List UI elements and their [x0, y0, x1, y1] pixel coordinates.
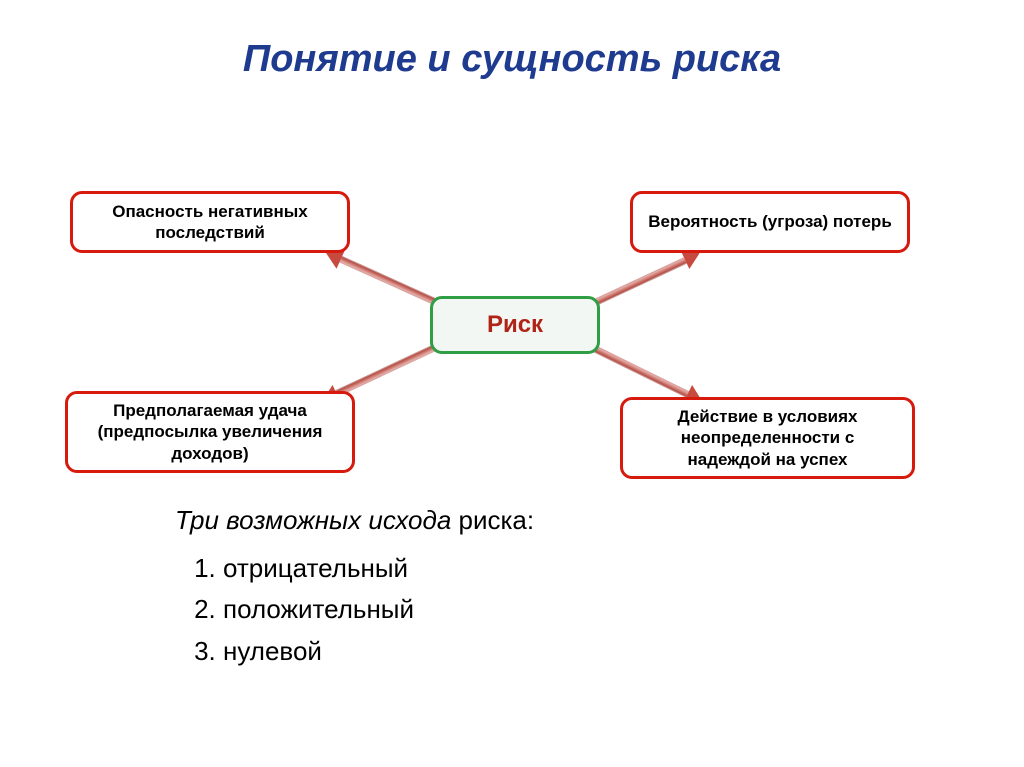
outcome-item: отрицательный	[223, 548, 534, 590]
outer-node-tl: Опасность негативных последствий	[70, 191, 350, 253]
node-label: Действие в условиях неопределенности с н…	[637, 406, 898, 470]
node-label: Предполагаемая удача (предпосылка увелич…	[82, 400, 338, 464]
outcome-item: положительный	[223, 589, 534, 631]
outcome-item: нулевой	[223, 631, 534, 673]
outcomes-heading: Три возможных исхода риска:	[175, 500, 534, 542]
outer-node-br: Действие в условиях неопределенности с н…	[620, 397, 915, 479]
page-title: Понятие и сущность риска	[0, 0, 1024, 81]
risk-diagram: Опасность негативных последствий Вероятно…	[0, 81, 1024, 461]
outcomes-heading-rest: риска:	[451, 505, 534, 535]
center-node: Риск	[430, 296, 600, 354]
node-label: Опасность негативных последствий	[87, 201, 333, 244]
outcomes-list: отрицательныйположительныйнулевой	[175, 548, 534, 673]
outer-node-bl: Предполагаемая удача (предпосылка увелич…	[65, 391, 355, 473]
outcomes-heading-italic: Три возможных исхода	[175, 505, 451, 535]
node-label: Вероятность (угроза) потерь	[648, 211, 892, 232]
node-label: Риск	[487, 310, 543, 340]
outer-node-tr: Вероятность (угроза) потерь	[630, 191, 910, 253]
arrow	[580, 341, 702, 401]
outcomes-section: Три возможных исхода риска: отрицательны…	[175, 500, 534, 672]
